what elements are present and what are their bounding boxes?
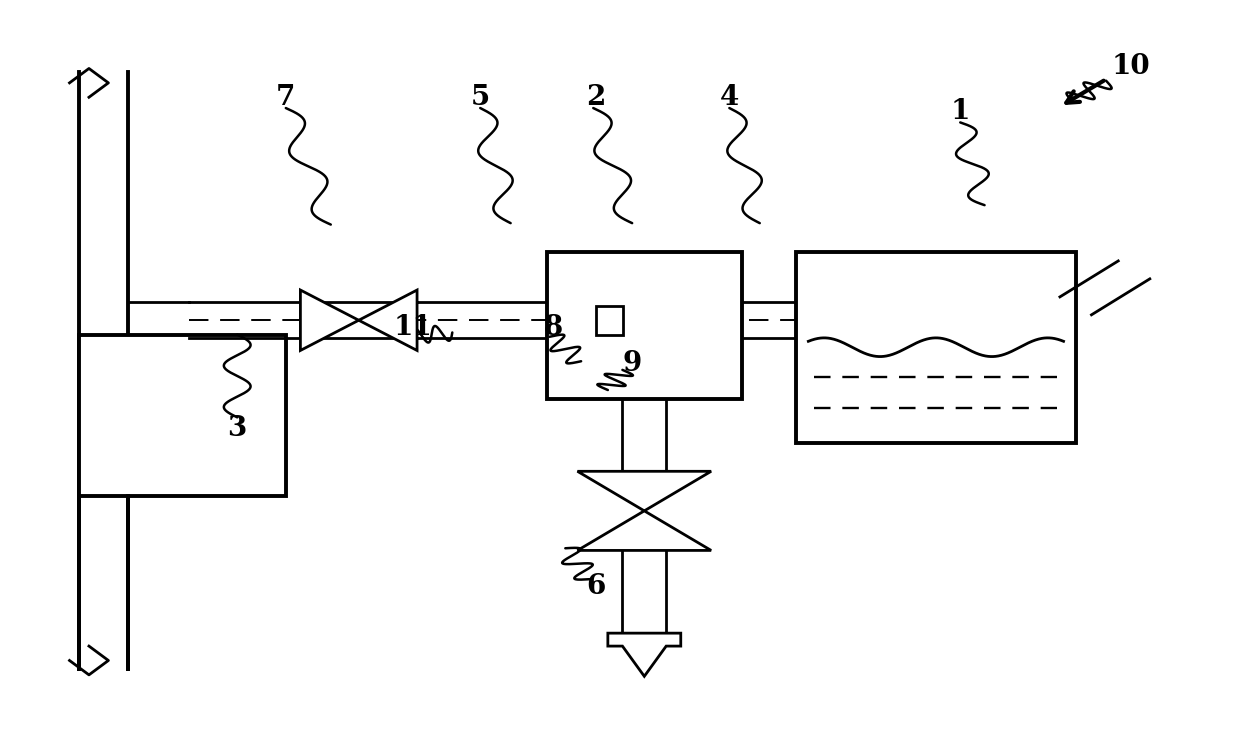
- Text: 11: 11: [394, 314, 433, 341]
- Bar: [79, 335, 285, 496]
- Polygon shape: [578, 511, 712, 550]
- Text: 7: 7: [277, 84, 295, 111]
- Text: 1: 1: [951, 98, 970, 125]
- Bar: [547, 252, 742, 399]
- Polygon shape: [578, 471, 712, 511]
- Polygon shape: [300, 290, 358, 350]
- Text: 3: 3: [228, 415, 247, 442]
- Text: 4: 4: [719, 84, 739, 111]
- Text: 2: 2: [587, 84, 605, 111]
- Polygon shape: [608, 633, 681, 676]
- Text: 10: 10: [1111, 53, 1149, 80]
- Text: 5: 5: [471, 84, 490, 111]
- Bar: [796, 252, 1075, 443]
- Text: 8: 8: [543, 314, 563, 341]
- Polygon shape: [358, 290, 417, 350]
- Text: 6: 6: [587, 573, 605, 600]
- Bar: [596, 306, 622, 335]
- Text: 9: 9: [622, 350, 642, 377]
